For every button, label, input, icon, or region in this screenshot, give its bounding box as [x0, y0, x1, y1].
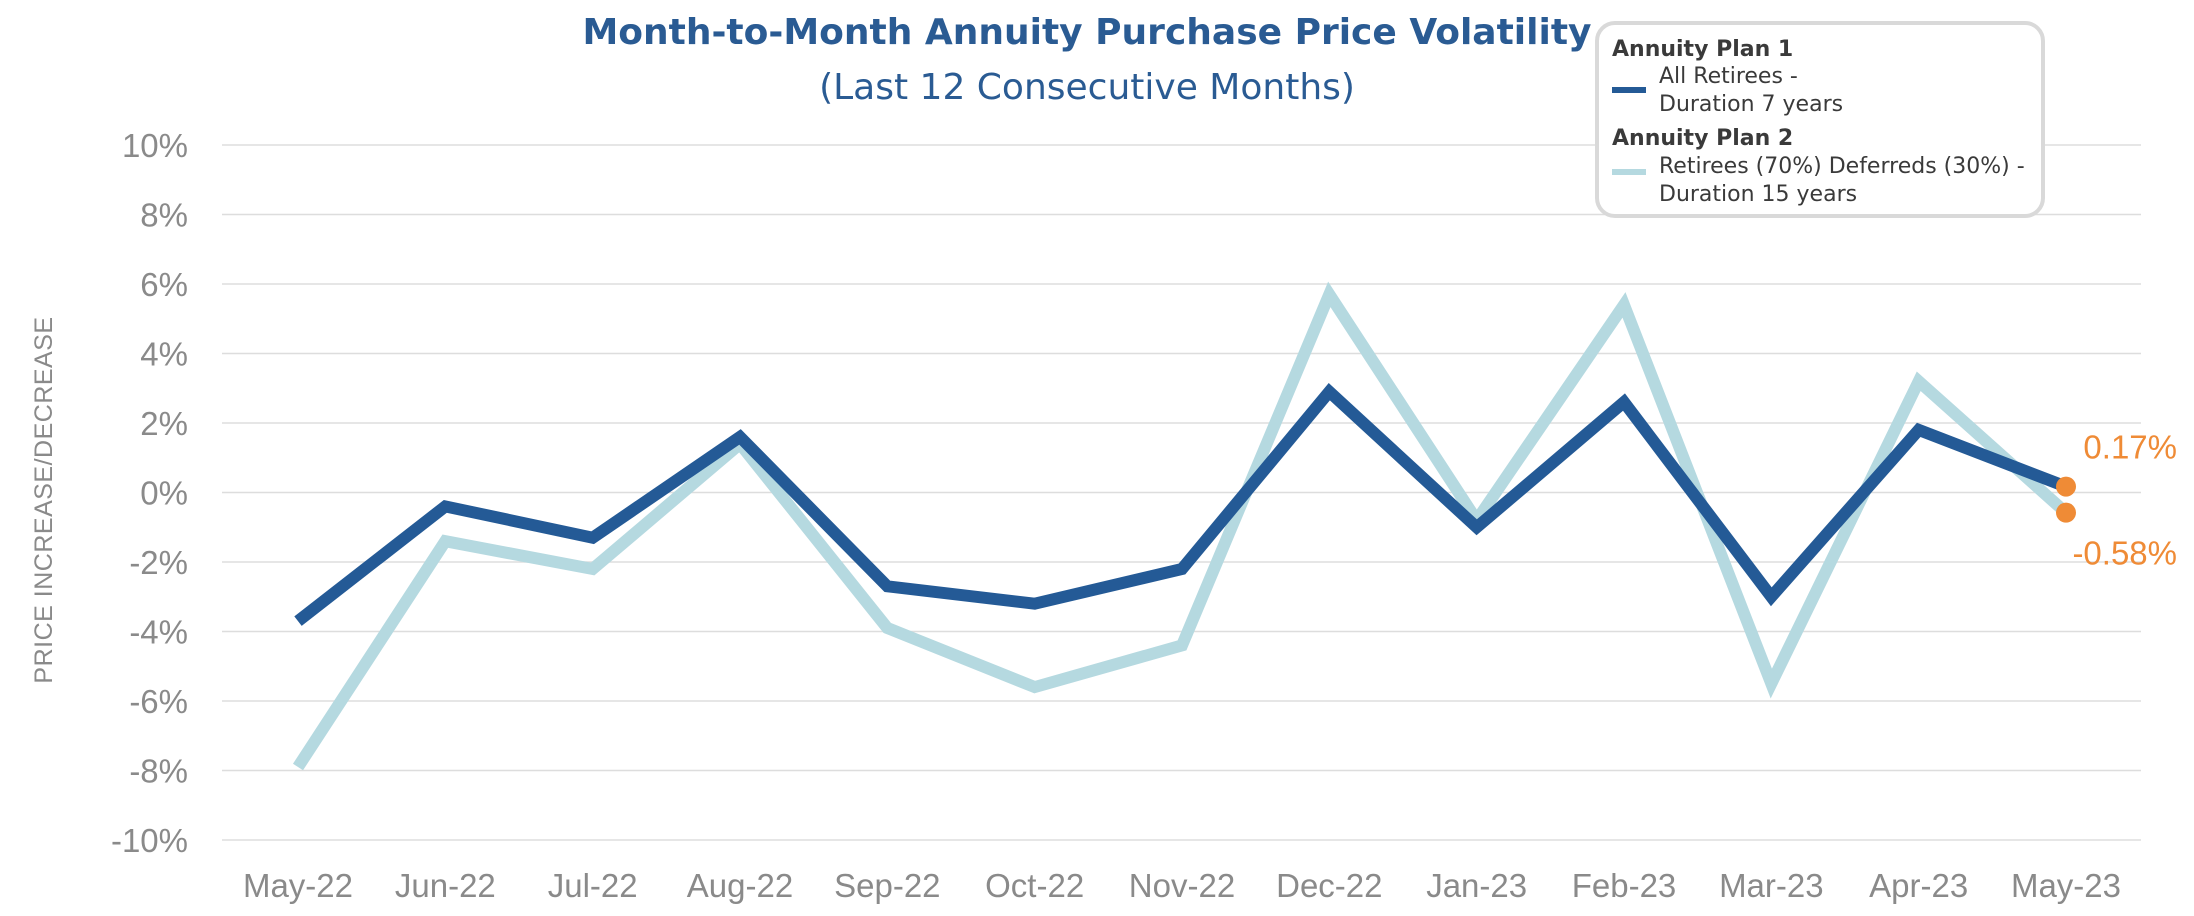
x-tick-label: May-22	[243, 867, 353, 904]
legend-series-1-desc-line1: All Retirees -	[1659, 64, 1798, 89]
chart-title: Month-to-Month Annuity Purchase Price Vo…	[582, 12, 1591, 53]
x-tick-label: Apr-23	[1869, 867, 1968, 904]
x-tick-label: Jan-23	[1426, 867, 1527, 904]
y-tick-label: 10%	[122, 127, 188, 164]
x-tick-label: Jul-22	[548, 867, 638, 904]
series-line-2	[292, 281, 2070, 771]
end-value-label-2: -0.58%	[2072, 535, 2177, 572]
x-tick-label: Sep-22	[834, 867, 940, 904]
legend-series-2-desc-line1: Retirees (70%) Deferreds (30%) -	[1659, 154, 2025, 179]
legend-series-2-desc-line2: Duration 15 years	[1659, 182, 1857, 207]
y-axis-label: PRICE INCREASE/DECREASE	[30, 316, 58, 683]
y-tick-label: 0%	[140, 475, 188, 512]
x-tick-label: Jun-22	[395, 867, 496, 904]
legend-series-1-desc-line2: Duration 7 years	[1659, 92, 1843, 117]
y-tick-label: 4%	[140, 336, 188, 373]
x-tick-label: Aug-22	[687, 867, 793, 904]
y-axis-ticks: 10% 8% 6% 4% 2% 0% -2% -4% -6% -8% -10%	[111, 127, 188, 859]
y-tick-label: -4%	[129, 614, 188, 651]
y-tick-label: 2%	[140, 405, 188, 442]
legend-series-1-name: Annuity Plan 1	[1612, 37, 1793, 62]
end-point-marker-2	[2056, 502, 2076, 523]
legend-series-2-name: Annuity Plan 2	[1612, 126, 1793, 151]
end-point-marker-1	[2056, 476, 2076, 497]
y-tick-label: 6%	[140, 266, 188, 303]
y-tick-label: -6%	[129, 683, 188, 720]
y-tick-label: -8%	[129, 753, 188, 790]
x-tick-label: May-23	[2011, 867, 2121, 904]
end-value-label-1: 0.17%	[2083, 429, 2177, 466]
y-tick-label: -10%	[111, 822, 188, 859]
x-tick-label: Dec-22	[1276, 867, 1382, 904]
legend-box	[1595, 21, 2045, 218]
chart-subtitle: (Last 12 Consecutive Months)	[819, 67, 1355, 108]
x-tick-label: Feb-23	[1572, 867, 1677, 904]
y-tick-label: 8%	[140, 197, 188, 234]
x-axis-ticks: May-22 Jun-22 Jul-22 Aug-22 Sep-22 Oct-22 Nov-…	[243, 867, 2121, 904]
y-tick-label: -2%	[129, 544, 188, 581]
legend: Annuity Plan 1 All Retirees - Duration 7…	[1595, 21, 2045, 218]
series-lines	[292, 281, 2070, 771]
x-tick-label: Nov-22	[1129, 867, 1235, 904]
x-tick-label: Mar-23	[1719, 867, 1824, 904]
end-annotations: 0.17% -0.58%	[2056, 429, 2177, 572]
x-tick-label: Oct-22	[985, 867, 1084, 904]
gridlines	[222, 144, 2141, 841]
series-line-1	[294, 383, 2069, 626]
